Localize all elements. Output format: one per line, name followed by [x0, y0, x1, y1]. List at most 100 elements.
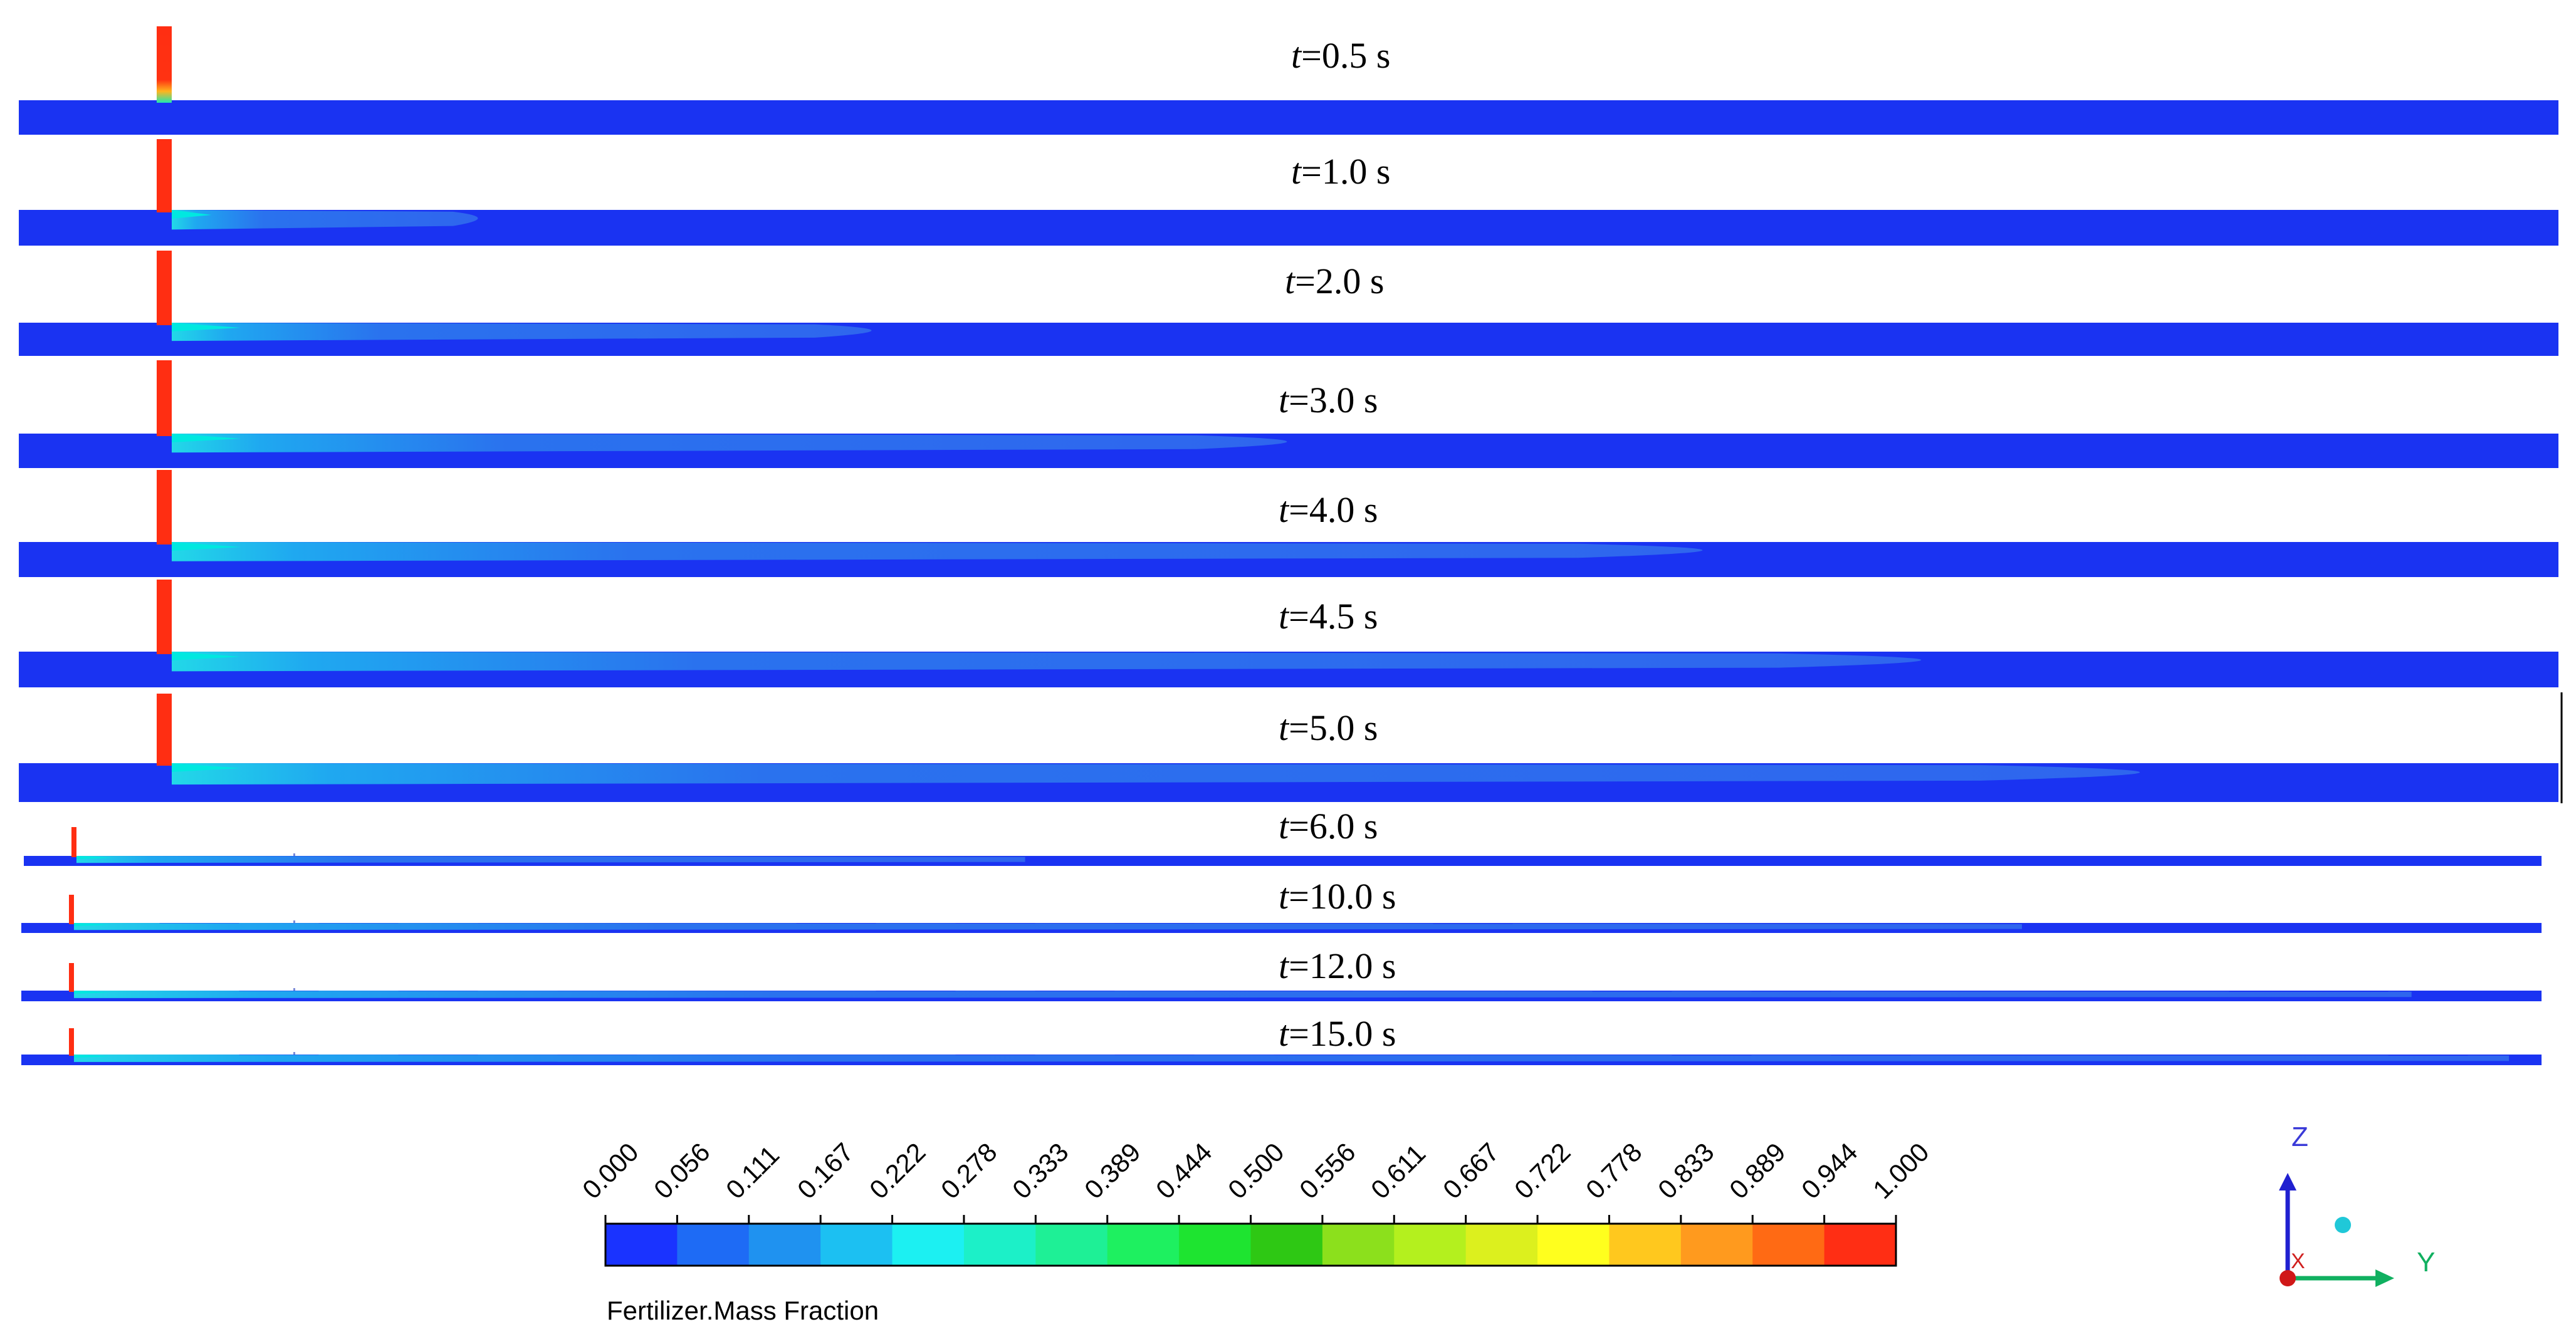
- y-arrowhead: [2375, 1269, 2394, 1287]
- jet-core: [172, 210, 212, 219]
- x-axis-label: X: [2291, 1249, 2305, 1273]
- time-value: =5.0 s: [1289, 707, 1378, 748]
- legend-title: Fertilizer.Mass Fraction: [607, 1296, 879, 1325]
- mass-fraction-plume: [172, 323, 872, 341]
- panel-3: [19, 251, 2558, 356]
- legend-swatch: [605, 1224, 678, 1266]
- mass-fraction-plume: [74, 1055, 2509, 1062]
- view-marker: [2335, 1217, 2351, 1233]
- probe-marker: [293, 1052, 295, 1055]
- time-label: t=12.0 s: [1279, 945, 1396, 987]
- panel-9: [21, 895, 2542, 933]
- legend-swatch: [1179, 1224, 1251, 1266]
- time-symbol: t: [1279, 489, 1289, 530]
- fertilizer-inlet: [157, 26, 172, 103]
- panel-4: [19, 360, 2558, 468]
- time-value: =3.0 s: [1289, 380, 1378, 420]
- panel-8: [24, 827, 2542, 866]
- time-value: =6.0 s: [1289, 806, 1378, 847]
- jet-core: [172, 323, 241, 331]
- legend-swatch: [963, 1224, 1036, 1266]
- probe-marker: [293, 920, 295, 923]
- fertilizer-inlet: [157, 251, 172, 325]
- legend-swatch: [1752, 1224, 1825, 1266]
- legend-swatch: [1250, 1224, 1323, 1266]
- probe-marker: [293, 853, 295, 856]
- panel-1: [19, 26, 2558, 135]
- fertilizer-inlet: [157, 694, 172, 766]
- mass-fraction-plume: [76, 856, 1025, 863]
- fertilizer-inlet: [71, 827, 76, 857]
- time-symbol: t: [1279, 876, 1289, 917]
- time-value: =15.0 s: [1289, 1013, 1396, 1054]
- time-label: t=10.0 s: [1279, 875, 1396, 917]
- mass-fraction-plume: [172, 434, 1287, 453]
- time-label: t=4.5 s: [1279, 595, 1378, 637]
- time-label: t=5.0 s: [1279, 707, 1378, 749]
- fertilizer-inlet: [157, 580, 172, 654]
- panel-10: [21, 963, 2542, 1001]
- jet-core: [74, 923, 112, 926]
- fertilizer-inlet: [157, 360, 172, 436]
- jet-core: [172, 652, 241, 660]
- legend-swatch: [1609, 1224, 1682, 1266]
- legend-swatch: [892, 1224, 965, 1266]
- jet-core: [172, 763, 241, 772]
- time-symbol: t: [1291, 151, 1302, 192]
- time-value: =1.0 s: [1301, 151, 1391, 192]
- legend-swatch: [1537, 1224, 1610, 1266]
- channel: [19, 100, 2558, 135]
- x-axis-origin: [2280, 1270, 2296, 1286]
- jet-core: [172, 542, 241, 551]
- time-label: t=1.0 s: [1291, 150, 1390, 192]
- time-value: =4.0 s: [1289, 489, 1378, 530]
- mass-fraction-plume: [172, 652, 1922, 672]
- panel-group: [19, 26, 2563, 1065]
- legend-swatch: [1394, 1224, 1467, 1266]
- time-symbol: t: [1279, 945, 1289, 986]
- time-value: =2.0 s: [1295, 261, 1385, 301]
- legend-swatch: [748, 1224, 821, 1266]
- jet-core: [76, 856, 114, 859]
- time-label: t=15.0 s: [1279, 1013, 1396, 1055]
- time-value: =10.0 s: [1289, 876, 1396, 917]
- jet-core: [74, 991, 112, 994]
- time-symbol: t: [1285, 261, 1296, 301]
- time-symbol: t: [1279, 806, 1289, 847]
- mass-fraction-plume: [172, 542, 1703, 561]
- panel-11: [21, 1028, 2542, 1065]
- legend-swatch: [1824, 1224, 1897, 1266]
- time-symbol: t: [1279, 1013, 1289, 1054]
- y-axis-label: Y: [2417, 1247, 2436, 1278]
- legend-swatch: [1680, 1224, 1753, 1266]
- legend-swatch: [1035, 1224, 1108, 1266]
- z-arrowhead: [2279, 1173, 2296, 1190]
- fertilizer-inlet: [157, 470, 172, 544]
- legend-swatch: [677, 1224, 750, 1266]
- mass-fraction-plume: [74, 991, 2412, 998]
- fertilizer-inlet: [69, 963, 74, 992]
- legend-swatch: [820, 1224, 893, 1266]
- time-label: t=6.0 s: [1279, 805, 1378, 847]
- mass-fraction-plume: [172, 210, 478, 230]
- probe-marker: [293, 988, 295, 991]
- panel-7: [19, 694, 2558, 802]
- panel-5: [19, 470, 2558, 577]
- axis-triad: [2279, 1173, 2394, 1287]
- time-label: t=0.5 s: [1291, 34, 1390, 76]
- jet-core: [172, 434, 241, 442]
- mass-fraction-plume: [74, 923, 2022, 930]
- time-symbol: t: [1291, 35, 1302, 76]
- legend-swatch: [1322, 1224, 1395, 1266]
- fertilizer-inlet: [157, 139, 172, 212]
- legend-swatch: [1465, 1224, 1538, 1266]
- color-legend: [604, 1215, 1897, 1267]
- time-symbol: t: [1279, 380, 1289, 420]
- time-value: =0.5 s: [1301, 35, 1391, 76]
- time-symbol: t: [1279, 707, 1289, 748]
- panel-6: [19, 580, 2558, 687]
- time-label: t=3.0 s: [1279, 379, 1378, 421]
- time-symbol: t: [1279, 596, 1289, 637]
- fertilizer-inlet: [69, 1028, 74, 1056]
